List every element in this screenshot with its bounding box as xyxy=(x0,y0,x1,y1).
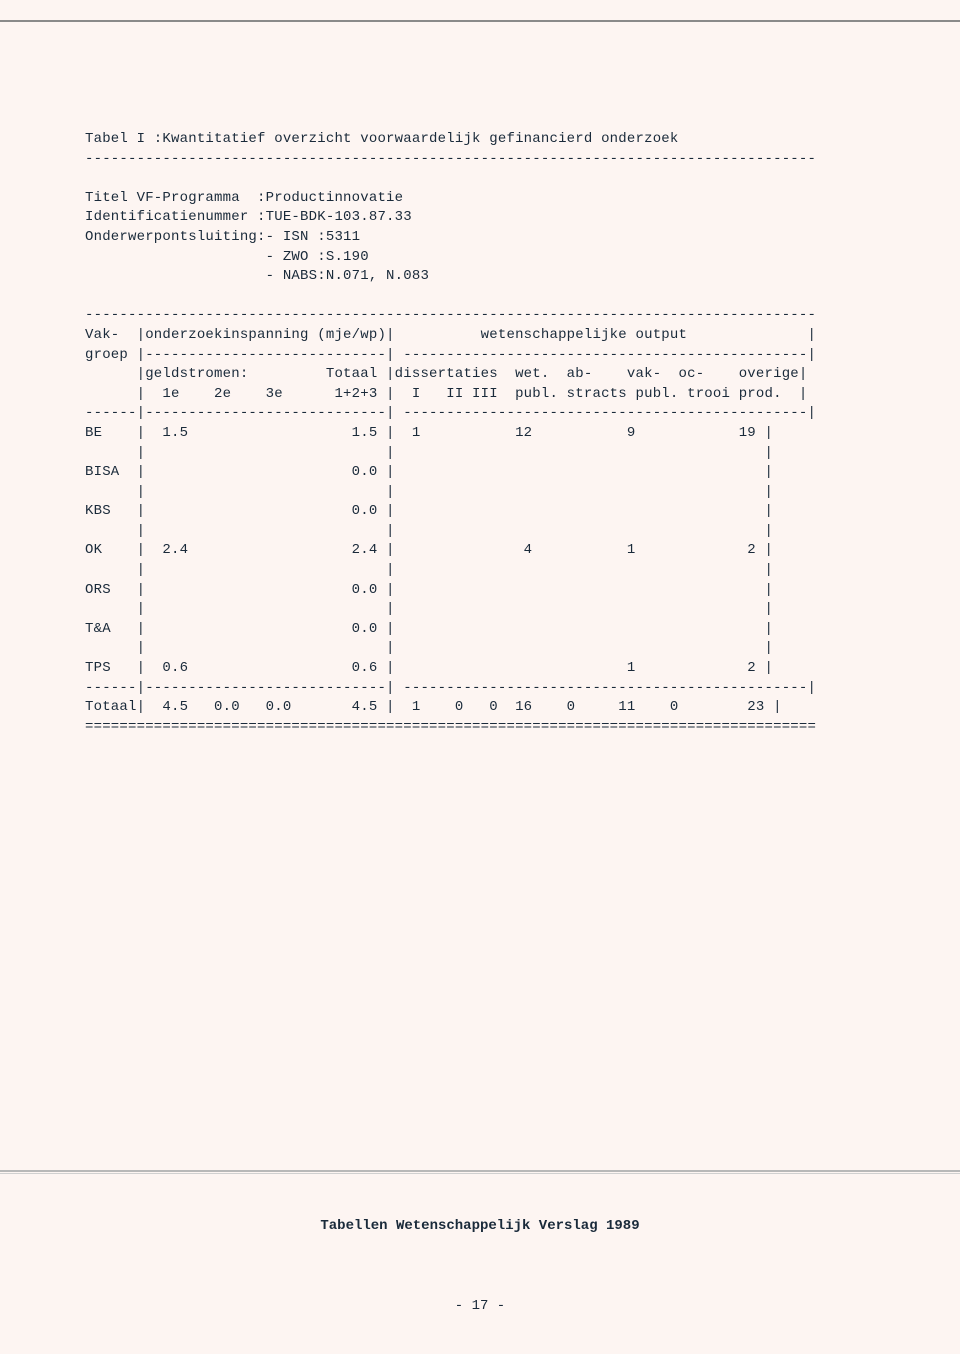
meta-line: - NABS:N.071, N.083 xyxy=(85,267,890,287)
table-header-mid2: | 1e 2e 3e 1+2+3 | I II III publ. stract… xyxy=(85,385,890,405)
table-row: BISA | 0.0 | | xyxy=(85,463,890,483)
blank-line-2 xyxy=(85,287,890,307)
table-row: KBS | 0.0 | | xyxy=(85,502,890,522)
meta-line: - ZWO :S.190 xyxy=(85,248,890,268)
table-row: | | | xyxy=(85,561,890,581)
table-row: TPS | 0.6 0.6 | 1 2 | xyxy=(85,659,890,679)
report-footer-title: Tabellen Wetenschappelijk Verslag 1989 xyxy=(0,1218,960,1234)
meta-line: Onderwerpontsluiting:- ISN :5311 xyxy=(85,228,890,248)
table-footer-rule: ------|----------------------------| ---… xyxy=(85,679,890,699)
table-header-mid1: |geldstromen: Totaal |dissertaties wet. … xyxy=(85,365,890,385)
table-totals-row: Totaal| 4.5 0.0 0.0 4.5 | 1 0 0 16 0 11 … xyxy=(85,698,890,718)
table-title-line: Tabel I :Kwantitatief overzicht voorwaar… xyxy=(85,130,890,150)
table-row: | | | xyxy=(85,444,890,464)
table-row: | | | xyxy=(85,600,890,620)
table-header-rule: ------|----------------------------| ---… xyxy=(85,404,890,424)
page-number: - 17 - xyxy=(0,1298,960,1314)
blank-line-1 xyxy=(85,169,890,189)
table-row: ORS | 0.0 | | xyxy=(85,581,890,601)
table-row: | | | xyxy=(85,483,890,503)
table-row: | | | xyxy=(85,522,890,542)
page-bottom-rule xyxy=(0,1170,960,1174)
page-top-rule xyxy=(0,20,960,22)
table-header-top: Vak- |onderzoekinspanning (mje/wp)| wete… xyxy=(85,326,890,346)
meta-line: Titel VF-Programma :Productinnovatie xyxy=(85,189,890,209)
table-double-rule: ========================================… xyxy=(85,718,890,738)
table-rule-top: ----------------------------------------… xyxy=(85,306,890,326)
table-header-subrule: groep |----------------------------| ---… xyxy=(85,346,890,366)
table-row: BE | 1.5 1.5 | 1 12 9 19 | xyxy=(85,424,890,444)
table-row: T&A | 0.0 | | xyxy=(85,620,890,640)
meta-line: Identificatienummer :TUE-BDK-103.87.33 xyxy=(85,208,890,228)
title-rule: ----------------------------------------… xyxy=(85,150,890,170)
table-row: OK | 2.4 2.4 | 4 1 2 | xyxy=(85,541,890,561)
table-row: | | | xyxy=(85,639,890,659)
